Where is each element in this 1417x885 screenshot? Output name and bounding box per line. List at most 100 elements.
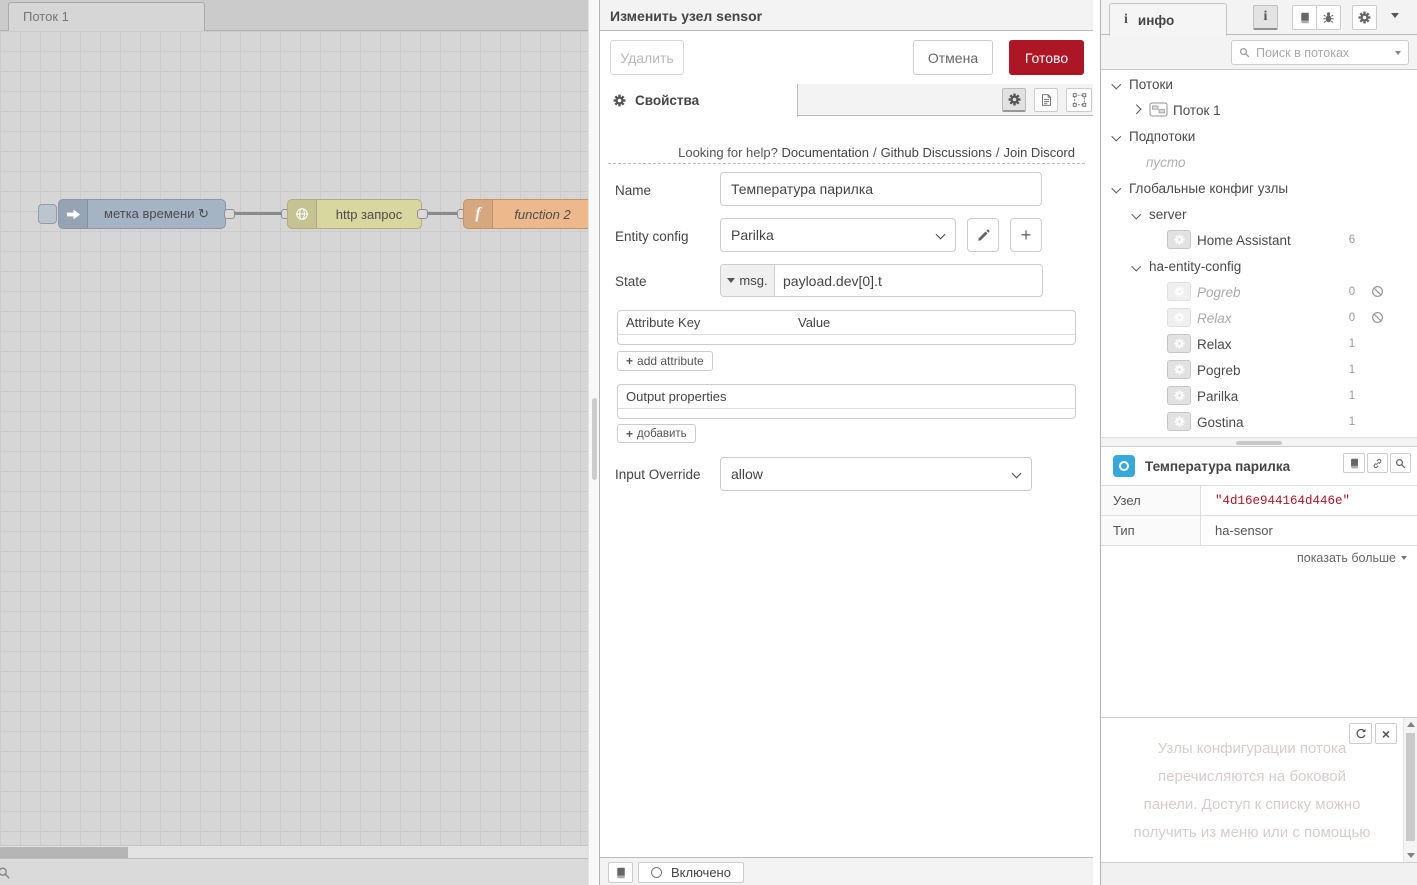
delete-button[interactable]: Удалить: [610, 40, 684, 75]
tree-row-label: Глобальные конфиг узлы: [1129, 181, 1289, 196]
help-link[interactable]: Documentation: [781, 145, 869, 160]
node-docs-button[interactable]: [1343, 453, 1365, 473]
scrollbar-thumb[interactable]: [0, 847, 128, 858]
scrollbar-thumb[interactable]: [592, 398, 597, 480]
wire: [427, 212, 463, 215]
node-search-button[interactable]: [1390, 453, 1411, 473]
name-input[interactable]: [720, 172, 1042, 206]
sidebar-menu-caret[interactable]: [1391, 13, 1399, 18]
state-value[interactable]: payload.dev[0].t: [783, 272, 882, 289]
info-icon: i: [1124, 12, 1128, 27]
usage-count: 1: [1348, 364, 1356, 376]
tree-row[interactable]: Поток 1: [1101, 97, 1417, 123]
tree-row[interactable]: ha-entity-config: [1101, 253, 1417, 279]
search-icon[interactable]: [0, 866, 11, 880]
inject-button[interactable]: [38, 204, 57, 224]
sidebar-config-button[interactable]: [1352, 5, 1377, 30]
sidebar-debug-button[interactable]: [1316, 5, 1341, 30]
appearance-tab-button[interactable]: [1066, 88, 1092, 112]
close-tip-button[interactable]: ×: [1375, 723, 1397, 744]
help-link[interactable]: Join Discord: [1003, 145, 1075, 160]
description-tab-button[interactable]: [1034, 88, 1058, 112]
add-output-property-button[interactable]: + добавить: [617, 424, 696, 443]
horizontal-scrollbar[interactable]: [0, 845, 588, 858]
node-enabled-toggle[interactable]: Включено: [638, 862, 744, 883]
sidebar-info-button[interactable]: i: [1253, 5, 1278, 30]
edit-config-button[interactable]: [967, 218, 999, 252]
flow-canvas[interactable]: [0, 31, 588, 845]
tree-row[interactable]: Relax 0: [1101, 305, 1417, 331]
chevron-right-icon[interactable]: [1131, 104, 1141, 114]
node-http-request[interactable]: http запрос: [287, 199, 422, 229]
sidebar-footer: [1101, 863, 1417, 885]
help-link[interactable]: Github Discussions: [880, 145, 992, 160]
tree-row[interactable]: Relax 1: [1101, 331, 1417, 357]
chevron-down-icon[interactable]: [1111, 131, 1121, 141]
gear-icon: [613, 94, 626, 107]
tree-row[interactable]: Потоки: [1101, 71, 1417, 97]
chevron-down-icon: [935, 229, 946, 240]
input-override-select[interactable]: allow: [720, 457, 1032, 491]
node-label: метка времени ↻: [104, 206, 209, 221]
flow-tab[interactable]: Поток 1: [8, 2, 205, 32]
tree-row[interactable]: Подпотоки: [1101, 123, 1417, 149]
globe-icon: [288, 200, 317, 228]
done-button[interactable]: Готово: [1009, 40, 1084, 75]
tree-row[interactable]: Gostina 1: [1101, 409, 1417, 435]
config-node-icon: [1167, 282, 1191, 301]
chevron-down-icon[interactable]: [1131, 209, 1141, 219]
chevron-down-icon[interactable]: [1111, 79, 1121, 89]
node-label: function 2: [514, 206, 571, 222]
sidebar: i инфо i Поиск в потоках П: [1100, 0, 1417, 885]
tree-row[interactable]: Parilka 1: [1101, 383, 1417, 409]
node-help-button[interactable]: [608, 862, 633, 883]
enabled-label: Включено: [671, 865, 731, 880]
flow-search-input[interactable]: Поиск в потоках: [1231, 40, 1409, 65]
add-attribute-button[interactable]: + add attribute: [617, 351, 713, 371]
flow-tab-label: Поток 1: [23, 9, 69, 24]
typed-input-type-button[interactable]: msg.: [721, 265, 775, 296]
plus-icon: +: [1020, 224, 1032, 245]
gear-icon: [1008, 93, 1020, 106]
refresh-tip-button[interactable]: [1349, 723, 1372, 744]
object-group-icon: [1072, 93, 1086, 107]
tree-row[interactable]: Глобальные конфиг узлы: [1101, 175, 1417, 201]
panel-resize-handle[interactable]: [1093, 0, 1100, 885]
tree-row-label: Поток 1: [1173, 103, 1221, 118]
add-config-button[interactable]: +: [1010, 218, 1042, 252]
node-inject[interactable]: метка времени ↻: [58, 199, 226, 229]
pencil-icon: [977, 229, 990, 241]
chevron-down-icon[interactable]: [1131, 261, 1141, 271]
tree-row[interactable]: Home Assistant 6: [1101, 227, 1417, 253]
flow-tabbar: Поток 1: [0, 0, 588, 32]
entity-config-select[interactable]: Parilka: [720, 218, 956, 252]
scroll-down-icon[interactable]: [1407, 853, 1415, 858]
show-more-link[interactable]: показать больше: [1297, 551, 1407, 565]
properties-tab-button[interactable]: [1002, 88, 1026, 112]
node-function[interactable]: f function 2: [463, 199, 588, 229]
splitter-handle[interactable]: [1236, 441, 1282, 445]
state-typed-input[interactable]: msg. payload.dev[0].t: [720, 264, 1043, 297]
tips-scrollbar[interactable]: [1403, 718, 1417, 862]
cancel-button[interactable]: Отмена: [913, 40, 993, 75]
tree-row[interactable]: server: [1101, 201, 1417, 227]
node-link-button[interactable]: [1367, 453, 1388, 473]
tree-row[interactable]: пусто: [1101, 149, 1417, 175]
tree-row[interactable]: Pogreb 1: [1101, 357, 1417, 383]
tab-properties[interactable]: Свойства: [600, 84, 798, 117]
tree-row-label: Relax: [1197, 337, 1232, 352]
vertical-scrollbar[interactable]: [588, 0, 599, 885]
tab-info-label: инфо: [1137, 12, 1175, 28]
sidebar-splitter[interactable]: [1101, 437, 1417, 447]
sidebar-help-button[interactable]: [1292, 5, 1317, 30]
chevron-down-icon[interactable]: [1111, 183, 1121, 193]
tab-info[interactable]: i инфо: [1109, 3, 1227, 36]
tip-text: Узлы конфигурации потока перечисляются на…: [1101, 740, 1403, 852]
tree-row[interactable]: Pogreb 0: [1101, 279, 1417, 305]
info-row-value: "4d16e944164d446e": [1215, 493, 1351, 508]
info-row-label: Тип: [1101, 516, 1201, 545]
name-label: Name: [615, 183, 652, 198]
scrollbar-thumb[interactable]: [1406, 733, 1415, 841]
tree-row-label: server: [1149, 207, 1187, 222]
scroll-up-icon[interactable]: [1407, 722, 1415, 727]
